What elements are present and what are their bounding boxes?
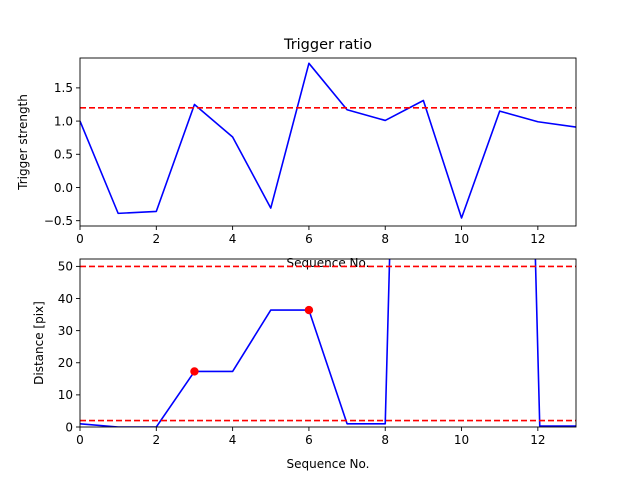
y-tick-label: 10 <box>58 388 73 402</box>
axes-frame <box>79 57 577 227</box>
bottom-y-axis-label: Distance [pix] <box>32 301 46 385</box>
bottom-x-axis-label: Sequence No. <box>287 457 370 471</box>
y-tick-label: 50 <box>58 260 73 274</box>
x-tick-label: 10 <box>454 433 469 447</box>
y-tick-label: 30 <box>58 324 73 338</box>
top-x-axis-label: Sequence No. <box>287 256 370 270</box>
y-tick-label: 1.0 <box>54 114 73 128</box>
top-chart-title: Trigger ratio <box>283 37 372 53</box>
y-tick-label: 0.5 <box>54 148 73 162</box>
bottom-subplot: Distance [pix] Sequence No. 0 2 4 6 8 10 12 0 10… <box>32 258 577 471</box>
x-tick-label: 2 <box>152 232 160 246</box>
x-tick-label: 8 <box>381 232 389 246</box>
axes-frame <box>79 258 577 428</box>
series-line <box>80 62 576 219</box>
y-tick-label: −0.5 <box>44 214 73 228</box>
y-tick-label: 40 <box>58 292 73 306</box>
x-tick-label: 4 <box>229 232 237 246</box>
y-tick-label: 1.5 <box>54 81 73 95</box>
x-tick-label: 12 <box>530 232 545 246</box>
y-tick-label: 0.0 <box>54 181 73 195</box>
x-tick-label: 0 <box>76 433 84 447</box>
y-tick-label: 0 <box>65 420 73 434</box>
x-tick-label: 10 <box>454 232 469 246</box>
x-tick-label: 0 <box>76 232 84 246</box>
x-tick-label: 8 <box>381 433 389 447</box>
x-tick-label: 2 <box>152 433 160 447</box>
x-tick-label: 6 <box>305 232 313 246</box>
x-tick-label: 12 <box>530 433 545 447</box>
x-tick-label: 4 <box>229 433 237 447</box>
plot-area <box>80 259 576 427</box>
top-subplot: Trigger ratio Trigger strength Sequence … <box>16 37 577 270</box>
x-tick-label: 6 <box>305 433 313 447</box>
data-point-marker <box>304 305 314 315</box>
data-point-marker <box>190 367 199 376</box>
top-y-axis-label: Trigger strength <box>16 94 30 191</box>
y-tick-label: 20 <box>58 356 73 370</box>
plot-area <box>80 62 576 219</box>
